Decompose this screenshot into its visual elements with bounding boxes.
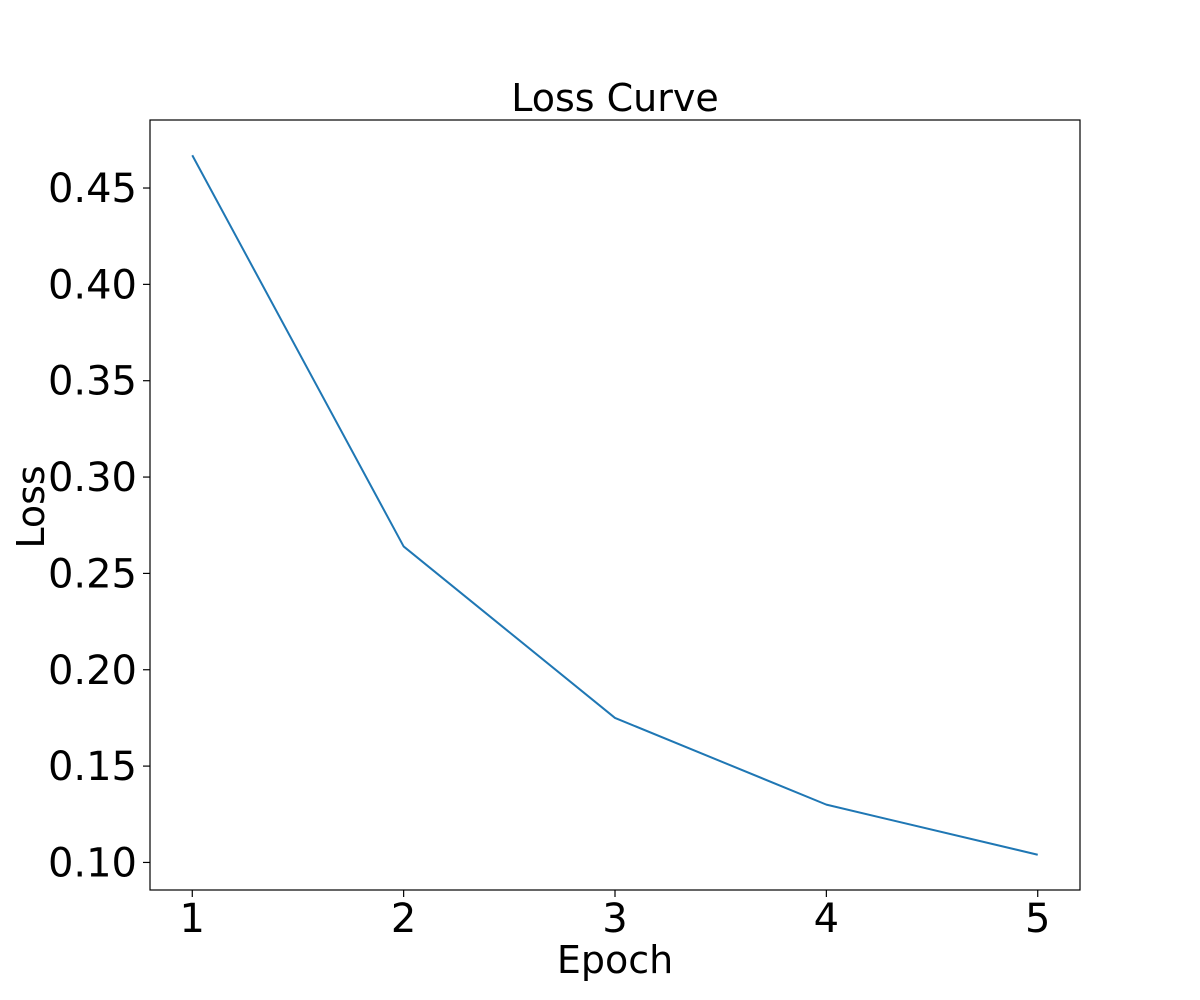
x-axis: 1 2 3 4 5 [180,890,1050,942]
y-tick-label: 0.20 [48,648,137,694]
y-tick-label: 0.30 [48,455,137,501]
x-tick-label: 2 [391,896,416,942]
y-tick-label: 0.10 [48,840,137,886]
x-tick-label: 4 [814,896,839,942]
x-tick-label: 3 [602,896,627,942]
y-tick-label: 0.35 [48,359,137,405]
x-tick-label: 1 [180,896,205,942]
chart-title: Loss Curve [511,76,719,120]
y-tick-label: 0.15 [48,744,137,790]
y-tick-label: 0.25 [48,551,137,597]
x-tick-label: 5 [1025,896,1050,942]
x-axis-title: Epoch [557,938,673,982]
y-tick-label: 0.40 [48,262,137,308]
y-axis: 0.10 0.15 0.20 0.25 0.30 0.35 0.40 0.45 [48,166,150,886]
series-layer [191,154,1038,856]
plot-frame [149,119,1081,891]
loss-series-line [191,154,1038,856]
plot-area [149,119,1081,891]
y-tick-label: 0.45 [48,166,137,212]
y-axis-title: Loss [9,465,53,548]
